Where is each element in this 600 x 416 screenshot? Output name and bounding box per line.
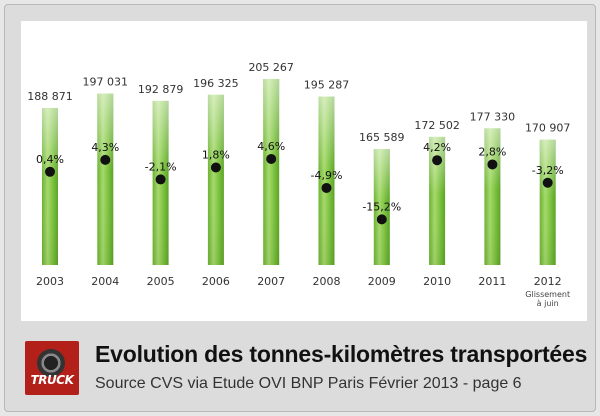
page-subtitle: Source CVS via Etude OVI BNP Paris Févri… <box>95 375 522 392</box>
value-label: 172 502 <box>414 119 460 132</box>
tire-icon <box>37 349 65 377</box>
growth-label: -15,2% <box>362 200 401 213</box>
growth-dot <box>542 177 553 188</box>
page-title: Evolution des tonnes-kilomètres transpor… <box>95 341 588 367</box>
growth-label: 4,2% <box>423 141 451 154</box>
growth-dot <box>432 155 443 166</box>
growth-dot <box>155 174 166 185</box>
value-label: 165 589 <box>359 131 405 144</box>
value-label: 205 267 <box>248 61 294 74</box>
growth-dot <box>266 153 277 164</box>
chart-panel: 188 871 0,4% 2003 197 031 4,3% 2004 192 879 -2,… <box>21 21 587 321</box>
growth-dot <box>321 182 332 193</box>
value-label: 170 907 <box>525 122 571 135</box>
growth-label: -2,1% <box>145 160 177 173</box>
year-label: 2005 <box>147 275 175 288</box>
year-label: 2009 <box>368 275 396 288</box>
value-label: 188 871 <box>27 90 73 103</box>
year-label: 2003 <box>36 275 64 288</box>
year-label: 2012 <box>534 275 562 288</box>
growth-dot <box>376 214 387 225</box>
truck-logo: TRUCK <box>25 341 79 395</box>
year-label: 2004 <box>91 275 119 288</box>
logo-text: TRUCK <box>30 373 74 387</box>
bar-shine-2003 <box>42 107 58 265</box>
labels-layer: 188 871 0,4% 2003 197 031 4,3% 2004 192 879 -2,… <box>27 61 570 308</box>
growth-label: -4,9% <box>311 169 343 182</box>
growth-dot <box>100 154 111 165</box>
bar-shine-2007 <box>263 79 280 265</box>
growth-label: 1,8% <box>202 149 230 162</box>
bar-shine-2008 <box>318 96 335 265</box>
image-frame: 188 871 0,4% 2003 197 031 4,3% 2004 192 879 -2,… <box>4 4 596 412</box>
bar-shine-2006 <box>207 94 224 266</box>
value-label: 177 330 <box>470 110 516 123</box>
year-label: 2008 <box>313 275 341 288</box>
bar-shine-2004 <box>97 93 114 265</box>
growth-label: -3,2% <box>532 164 564 177</box>
value-label: 192 879 <box>138 83 184 96</box>
year-label: 2007 <box>257 275 285 288</box>
caption-footer: TRUCK Evolution des tonnes-kilomètres tr… <box>21 327 587 405</box>
growth-label: 0,4% <box>36 153 64 166</box>
year-label: 2010 <box>423 275 451 288</box>
value-label: 195 287 <box>304 79 350 92</box>
growth-label: 4,3% <box>91 141 119 154</box>
bars-layer <box>42 79 556 266</box>
growth-dot <box>210 162 221 173</box>
category-note: Glissement <box>525 290 570 299</box>
growth-label: 4,6% <box>257 140 285 153</box>
growth-label: 2,8% <box>478 145 506 158</box>
value-label: 197 031 <box>83 76 129 89</box>
category-note: à juin <box>537 299 559 308</box>
bar-shine-2012 <box>539 139 556 265</box>
bar-shine-2009 <box>373 149 390 265</box>
chart: 188 871 0,4% 2003 197 031 4,3% 2004 192 879 -2,… <box>27 61 570 308</box>
growth-dot <box>487 159 498 170</box>
year-label: 2006 <box>202 275 230 288</box>
year-label: 2011 <box>478 275 506 288</box>
bar-shine-2010 <box>429 136 446 265</box>
growth-dot <box>45 166 55 177</box>
value-label: 196 325 <box>193 77 239 90</box>
